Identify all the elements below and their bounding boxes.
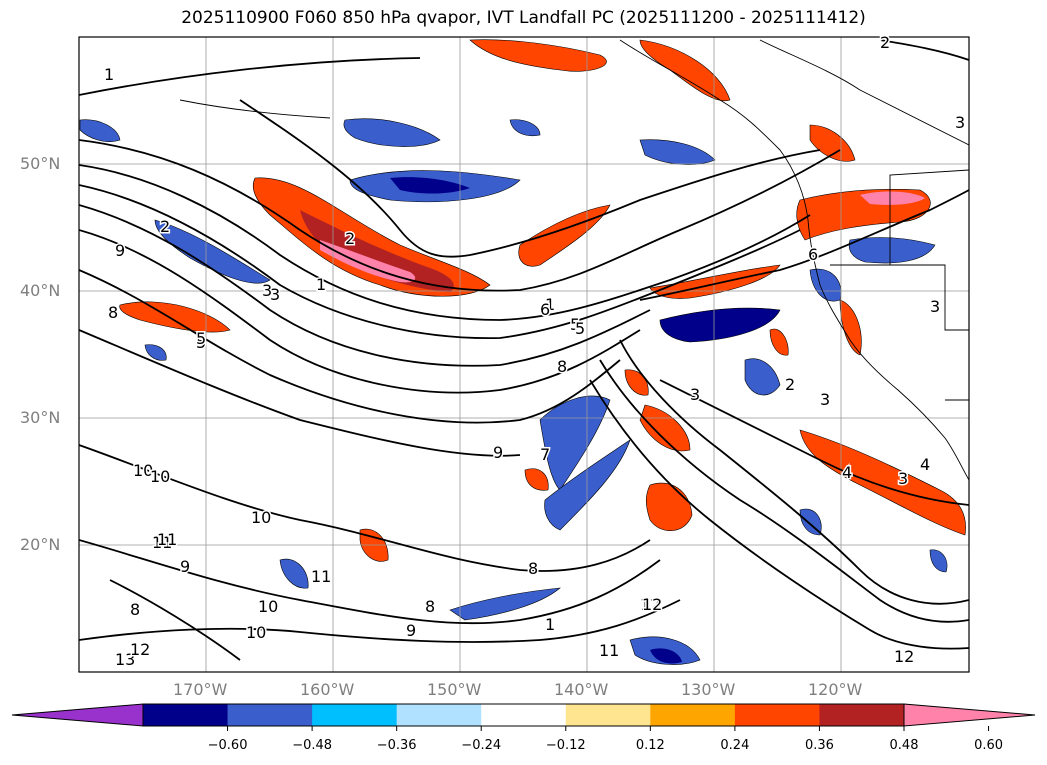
coastline [179, 39, 969, 481]
colorbar-tick-label: −0.48 [292, 738, 333, 753]
contour-label: 2 [345, 229, 355, 248]
contour-label: 2 [785, 375, 795, 394]
ivt-contours [79, 39, 969, 661]
contour-label: 3 [270, 285, 280, 304]
contour-label: 4 [920, 455, 930, 474]
colorbar-tick-label: 0.48 [889, 738, 919, 753]
colorbar-tick-label: −0.12 [545, 738, 586, 753]
colorbar-tick-label: 0.24 [720, 738, 750, 753]
contour-label: 3 [930, 297, 940, 316]
lon-label-160w: 160°W [300, 680, 355, 699]
contour-label: 5 [196, 329, 206, 348]
map-title: 2025110900 F060 850 hPa qvapor, IVT Land… [181, 8, 866, 28]
contour-label: 4 [842, 463, 852, 482]
colorbar-tick-label: 0.12 [635, 738, 665, 753]
contour-label: 8 [108, 303, 118, 322]
contour-label: 3 [690, 385, 700, 404]
contour-labels: 1232311234565985101011119810108978910111… [103, 32, 967, 671]
contour-label: 1 [545, 615, 555, 634]
lon-label-130w: 130°W [681, 680, 736, 699]
contour-label: 11 [152, 533, 172, 552]
contour-label: 13 [115, 650, 135, 669]
negative-anomaly-regions [79, 118, 948, 665]
lat-label-50n: 50°N [20, 154, 61, 173]
contour-label: 10 [251, 508, 271, 527]
positive-anomaly-regions [119, 39, 966, 562]
contour-label: 5 [575, 319, 585, 338]
contour-label: 9 [180, 557, 190, 576]
map-frame [78, 36, 970, 673]
contour-label: 7 [540, 445, 550, 464]
colorbar-tick-label: −0.60 [207, 738, 248, 753]
contour-label: 12 [642, 595, 662, 614]
lon-label-120w: 120°W [808, 680, 863, 699]
lon-label-140w: 140°W [554, 680, 609, 699]
contour-label: 9 [406, 621, 416, 640]
colorbar-tick-label: −0.36 [376, 738, 417, 753]
contour-label: 5 [570, 315, 580, 334]
contour-label: 9 [493, 443, 503, 462]
lat-label-20n: 20°N [20, 535, 61, 554]
contour-label: 11 [599, 641, 619, 660]
contour-label: 2 [880, 33, 890, 52]
contour-label: 8 [557, 357, 567, 376]
graticule [79, 37, 969, 672]
contour-label: 11 [157, 530, 177, 549]
contour-label: 6 [808, 245, 818, 264]
contour-label: 8 [425, 597, 435, 616]
contour-label: 3 [262, 281, 272, 300]
lon-label-150w: 150°W [427, 680, 482, 699]
contour-label: 1 [316, 275, 326, 294]
contour-label: 2 [160, 217, 170, 236]
lat-label-40n: 40°N [20, 281, 61, 300]
colorbar-tick-label: 0.60 [974, 738, 1004, 753]
contour-label: 6 [540, 300, 550, 319]
contour-label: 3 [820, 390, 830, 409]
lon-label-170w: 170°W [173, 680, 228, 699]
contour-label: 10 [246, 623, 266, 642]
contour-label: 12 [894, 647, 914, 666]
contour-label: 8 [528, 559, 538, 578]
contour-label: 12 [130, 640, 150, 659]
colorbar-tick-label: 0.36 [804, 738, 834, 753]
contour-label: 1 [104, 65, 114, 84]
contour-label: 10 [150, 467, 170, 486]
colorbar-tick-label: −0.24 [461, 738, 502, 753]
contour-label: 12 [640, 595, 660, 614]
contour-label: 3 [898, 469, 908, 488]
lat-label-30n: 30°N [20, 408, 61, 427]
contour-label: 5 [196, 333, 206, 352]
contour-label: 9 [115, 241, 125, 260]
contour-label: 10 [133, 461, 153, 480]
contour-label: 8 [130, 600, 140, 619]
contour-label: 10 [258, 597, 278, 616]
contour-label: 1 [545, 295, 555, 314]
contour-label: 11 [311, 567, 331, 586]
contour-label: 3 [955, 113, 965, 132]
